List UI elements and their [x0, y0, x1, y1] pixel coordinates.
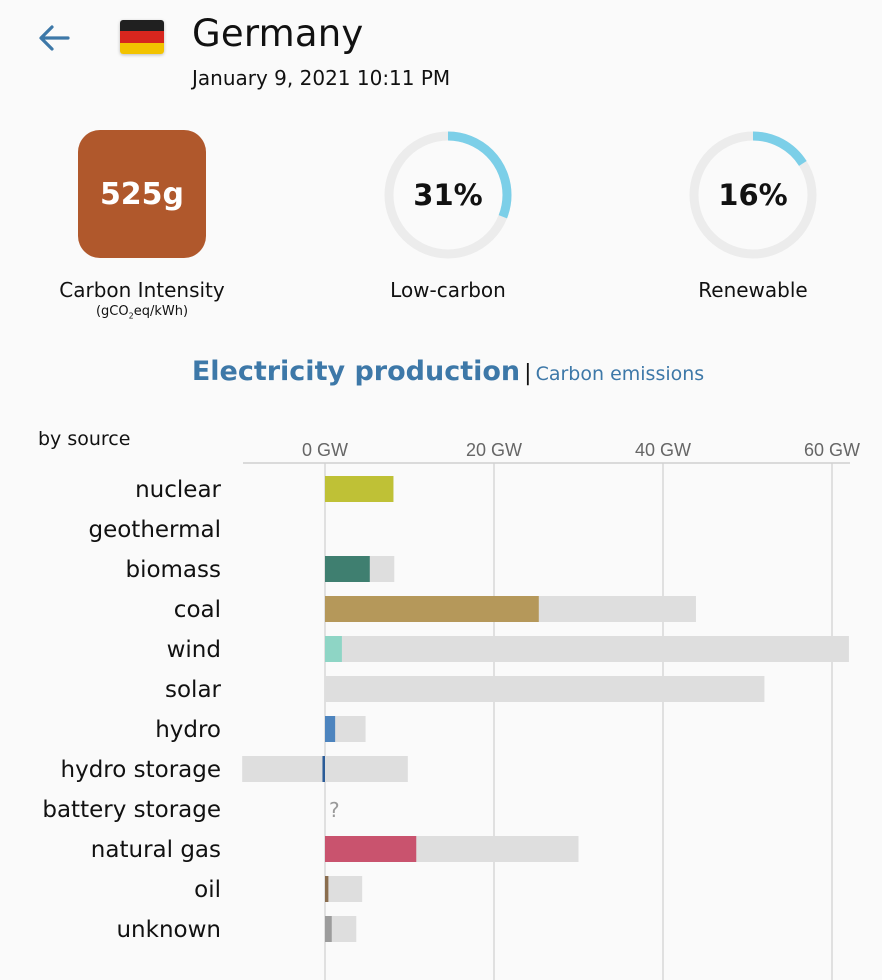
renewable-gauge-fill	[689, 131, 817, 259]
row-label-biomass: biomass	[125, 557, 221, 583]
production-chart: 0 GW 20 GW 40 GW 60 GW nuclear geothermal biom…	[42, 440, 860, 980]
row-label-hydro-storage: hydro storage	[61, 757, 222, 783]
capacity-bar-oil	[325, 876, 363, 902]
row-label-solar: solar	[165, 677, 222, 703]
tick-label: 0 GW	[302, 440, 348, 460]
row-label-hydro: hydro	[155, 717, 221, 743]
timestamp: January 9, 2021 10:11 PM	[192, 66, 451, 90]
capacity-bar-solar	[325, 676, 765, 702]
production-bar-nuclear	[325, 476, 394, 502]
capacity-bar-wind	[325, 636, 849, 662]
row-label-nuclear: nuclear	[135, 477, 221, 503]
toggle-separator: |	[524, 361, 532, 386]
row-label-battery-storage: battery storage	[42, 797, 221, 823]
production-bar-coal	[325, 596, 539, 622]
row-label-natural-gas: natural gas	[91, 837, 221, 863]
low-carbon-value: 31%	[413, 178, 483, 212]
carbon-intensity-label: Carbon Intensity	[59, 278, 225, 302]
tick-label: 60 GW	[804, 440, 860, 460]
carbon-intensity-value: 525g	[99, 176, 185, 212]
chart-title: by source	[38, 428, 131, 450]
unknown-value-marker: ?	[329, 798, 340, 822]
production-bar-biomass	[325, 556, 370, 582]
carbon-intensity-unit: (gCO2eq/kWh)	[95, 304, 189, 321]
renewable-label: Renewable	[698, 278, 808, 302]
production-bar-natural-gas	[325, 836, 417, 862]
chart-mode-toggle: Electricity production | Carbon emissions	[0, 356, 882, 387]
germany-flag-icon	[120, 20, 164, 54]
tick-label: 20 GW	[466, 440, 522, 460]
row-label-oil: oil	[194, 877, 221, 903]
row-label-unknown: unknown	[116, 917, 221, 943]
low-carbon-label: Low-carbon	[390, 278, 506, 302]
low-carbon-gauge-fill	[384, 131, 512, 259]
page-title: Germany	[192, 12, 364, 55]
production-bar-hydro	[325, 716, 336, 742]
row-label-coal: coal	[174, 597, 221, 623]
back-arrow-icon[interactable]	[34, 18, 74, 58]
production-bar-oil	[325, 876, 329, 902]
tick-label: 40 GW	[635, 440, 691, 460]
row-label-wind: wind	[167, 637, 221, 663]
row-label-geothermal: geothermal	[88, 517, 221, 543]
low-carbon-gauge: 31%	[383, 130, 513, 260]
tab-electricity-production[interactable]: Electricity production	[191, 356, 521, 387]
renewable-gauge: 16%	[688, 130, 818, 260]
tab-carbon-emissions[interactable]: Carbon emissions	[535, 363, 705, 385]
production-bar-hydro-storage	[322, 756, 325, 782]
carbon-intensity-badge: 525g	[78, 130, 206, 258]
renewable-value: 16%	[718, 178, 788, 212]
production-bar-wind	[325, 636, 342, 662]
production-bar-unknown	[325, 916, 332, 942]
